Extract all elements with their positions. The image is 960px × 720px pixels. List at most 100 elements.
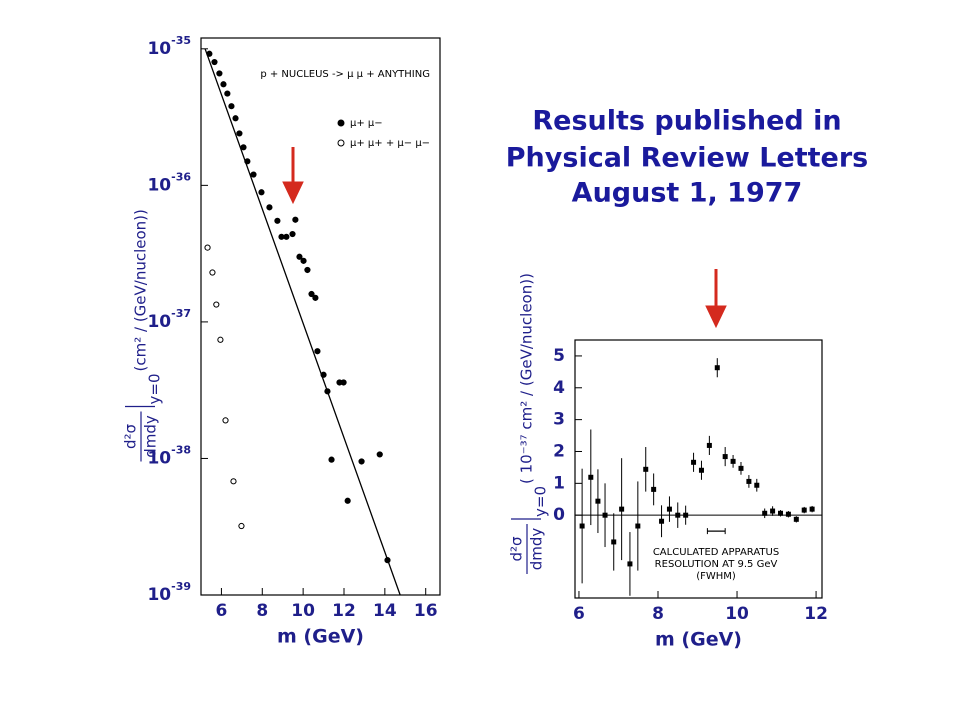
- tick-exponent: -38: [171, 443, 191, 456]
- y-label-denominator: dmdy: [142, 415, 160, 458]
- data-point: [320, 371, 327, 378]
- data-point: [683, 512, 689, 518]
- data-point: [314, 348, 321, 355]
- y-tick-label: 1: [553, 473, 565, 493]
- annotation: CALCULATED APPARATUS: [653, 547, 779, 558]
- tick-base: 10: [147, 585, 171, 605]
- data-point: [730, 458, 736, 464]
- data-point: [675, 512, 681, 518]
- data-point: [340, 379, 347, 386]
- annotation: p + NUCLEUS -> μ μ + ANYTHING: [260, 69, 430, 80]
- data-point: [659, 518, 665, 524]
- y-label-units: (cm² / (GeV/nucleon)): [132, 209, 150, 371]
- x-axis-label: m (GeV): [277, 626, 364, 648]
- arrow: [705, 269, 727, 329]
- x-tick-label: 14: [373, 601, 397, 621]
- data-point: [244, 158, 251, 165]
- data-point: [738, 465, 744, 471]
- x-tick-label: 8: [256, 601, 268, 621]
- y-tick-label: 10-36: [147, 170, 191, 195]
- x-tick-label: 10: [291, 601, 315, 621]
- data-point: [358, 458, 365, 465]
- data-point: [666, 506, 672, 512]
- data-point: [579, 523, 585, 529]
- data-point: [222, 417, 229, 424]
- y-tick-label: 2: [553, 441, 565, 461]
- data-point: [289, 230, 296, 238]
- data-point: [722, 454, 728, 460]
- data-point: [627, 561, 633, 567]
- legend-label: μ+ μ−: [350, 118, 383, 129]
- tick-base: 10: [147, 39, 171, 59]
- data-point: [770, 508, 776, 514]
- data-point: [258, 189, 265, 196]
- headline: Physical Review Letters: [506, 143, 868, 174]
- legend-label: μ+ μ+ + μ− μ−: [350, 138, 430, 149]
- data-point: [204, 244, 211, 251]
- data-point: [296, 253, 303, 260]
- data-point: [344, 497, 351, 504]
- data-point: [228, 103, 235, 110]
- data-point: [232, 115, 239, 122]
- x-tick-label: 8: [652, 604, 664, 624]
- data-point: [619, 506, 625, 512]
- data-point: [213, 301, 220, 308]
- data-point: [376, 451, 383, 458]
- x-tick-label: 10: [725, 604, 749, 624]
- y-tick-label: 10-35: [147, 34, 191, 59]
- data-point: [746, 478, 752, 484]
- data-point: [211, 58, 218, 66]
- tick-exponent: -36: [171, 170, 191, 183]
- x-axis-label: m (GeV): [655, 629, 742, 651]
- y-axis-label: d²σ dmdy y=0 ( 10⁻³⁷ cm² / (GeV/nucleon)): [508, 273, 550, 574]
- data-point: [300, 257, 307, 264]
- y-tick-label: 10-38: [147, 443, 191, 468]
- data-point: [778, 510, 784, 516]
- legend-marker: [337, 119, 345, 127]
- data-point: [283, 233, 290, 240]
- data-point: [312, 294, 319, 301]
- tick-base: 10: [147, 448, 171, 468]
- tick-exponent: -39: [171, 580, 191, 593]
- data-point: [643, 466, 649, 472]
- data-point: [809, 506, 815, 512]
- data-point: [266, 204, 273, 211]
- annotation: RESOLUTION AT 9.5 GeV: [655, 559, 778, 570]
- y-label-subscript: y=0: [146, 374, 164, 405]
- data-point: [238, 522, 245, 530]
- data-point: [706, 442, 712, 448]
- data-point: [588, 474, 594, 480]
- headline: August 1, 1977: [572, 178, 803, 209]
- data-point: [611, 539, 617, 545]
- x-tick-label: 6: [573, 604, 585, 624]
- x-tick-label: 6: [216, 601, 228, 621]
- y-tick-label: 3: [553, 410, 565, 430]
- plot-frame: [574, 339, 823, 599]
- annotation: (FWHM): [696, 571, 736, 582]
- data-point: [292, 216, 299, 223]
- data-point: [240, 144, 247, 151]
- tick-exponent: -37: [171, 307, 191, 320]
- plot-frame: [200, 37, 441, 596]
- data-point: [384, 557, 391, 564]
- data-point: [250, 171, 257, 178]
- data-point: [635, 523, 641, 529]
- data-point: [304, 266, 311, 274]
- data-point: [224, 90, 231, 97]
- data-point: [236, 130, 243, 137]
- data-point: [328, 456, 335, 463]
- data-point: [274, 217, 281, 224]
- data-point: [209, 269, 216, 276]
- data-point: [651, 486, 657, 492]
- y-label-denominator: dmdy: [528, 528, 546, 571]
- data-point: [691, 459, 697, 465]
- data-point: [217, 336, 224, 343]
- y-label-numerator: d²σ: [508, 536, 526, 562]
- y-label-units: ( 10⁻³⁷ cm² / (GeV/nucleon)): [518, 273, 536, 484]
- y-tick-label: 10-37: [147, 307, 191, 332]
- y-tick-label: 5: [553, 346, 565, 366]
- y-label-numerator: d²σ: [122, 423, 140, 449]
- data-point: [793, 516, 799, 522]
